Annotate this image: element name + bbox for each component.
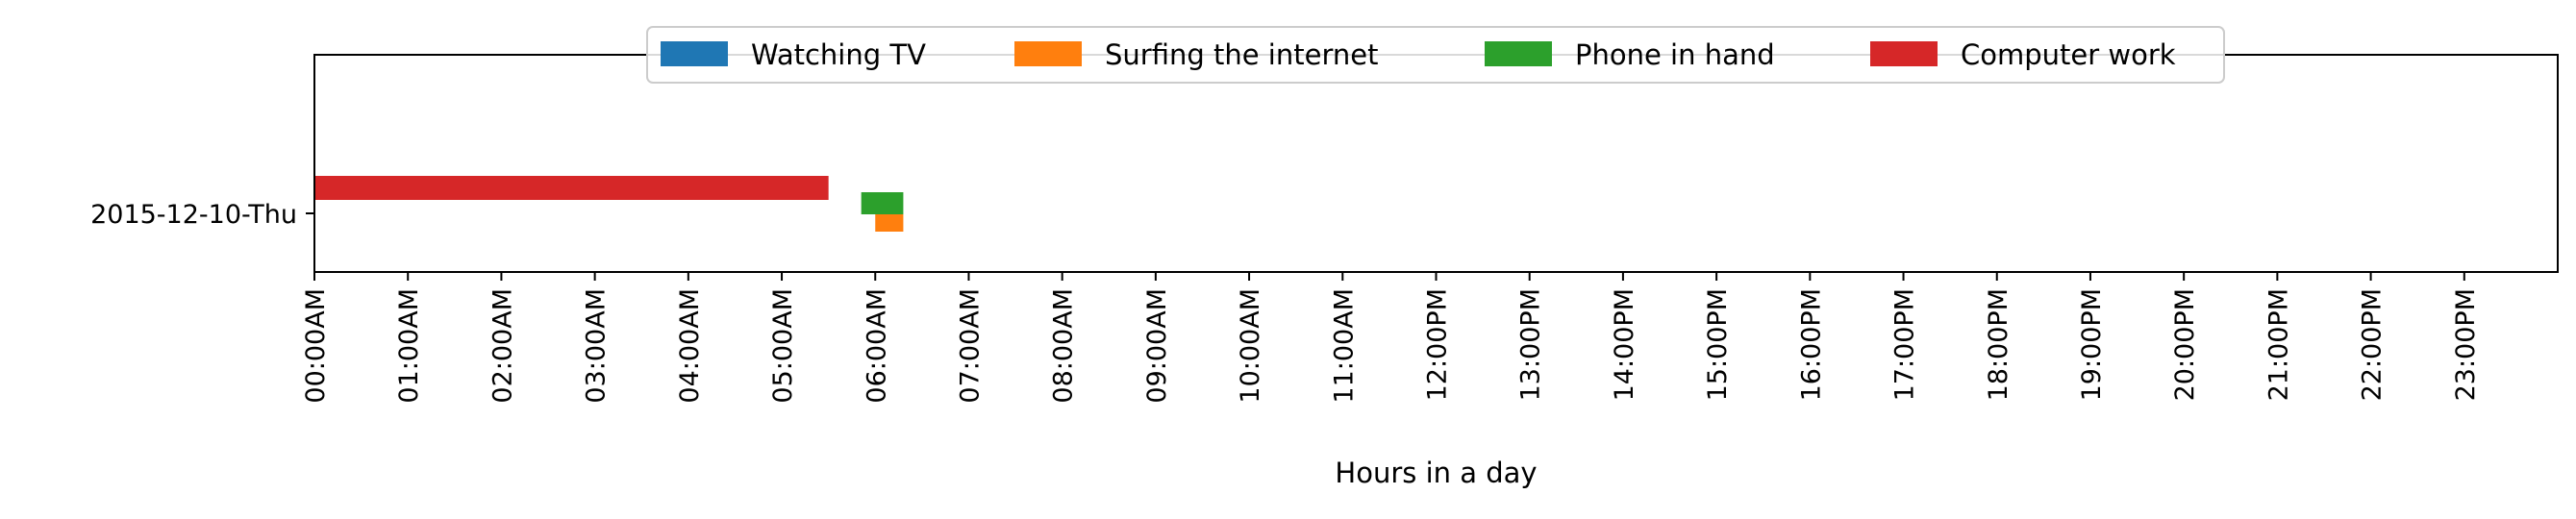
- x-tick-label: 04:00AM: [675, 288, 705, 404]
- legend-swatch: [1014, 41, 1082, 66]
- bar-surfing-the-internet: [875, 214, 904, 232]
- legend-swatch: [1485, 41, 1552, 66]
- plot-frame: [313, 54, 2559, 273]
- legend-swatch: [1870, 41, 1938, 66]
- y-axis: 2015-12-10-Thu: [90, 200, 314, 230]
- x-tick-label: 22:00PM: [2358, 288, 2388, 401]
- y-tick-label: 2015-12-10-Thu: [90, 200, 297, 230]
- x-tick-label: 15:00PM: [1703, 288, 1733, 401]
- x-tick-label: 20:00PM: [2170, 288, 2200, 401]
- legend-swatch: [661, 41, 728, 66]
- x-tick-label: 12:00PM: [1423, 288, 1453, 401]
- bar-computer-work: [314, 176, 829, 200]
- x-tick-label: 23:00PM: [2451, 288, 2481, 401]
- x-tick-label: 02:00AM: [488, 288, 517, 404]
- legend: Watching TV Surfing the internet Phone in …: [646, 26, 2225, 84]
- x-tick-label: 13:00PM: [1516, 288, 1546, 401]
- x-tick-label: 03:00AM: [582, 288, 612, 404]
- x-tick-label: 17:00PM: [1890, 288, 1920, 401]
- x-tick-label: 14:00PM: [1610, 288, 1639, 401]
- x-tick-label: 11:00AM: [1329, 288, 1359, 404]
- x-tick-label: 01:00AM: [394, 288, 424, 404]
- x-tick-label: 06:00AM: [862, 288, 891, 404]
- legend-label: Surfing the internet: [1105, 38, 1378, 71]
- legend-box: [646, 26, 2225, 84]
- legend-label: Phone in hand: [1575, 38, 1775, 71]
- x-tick-label: 09:00AM: [1142, 288, 1172, 404]
- x-tick-label: 08:00AM: [1049, 288, 1079, 404]
- bar-phone-in-hand: [861, 192, 904, 214]
- x-tick-label: 10:00AM: [1236, 288, 1265, 404]
- x-tick-label: 16:00PM: [1796, 288, 1826, 401]
- x-axis-title: Hours in a day: [1335, 457, 1537, 489]
- x-tick-label: 05:00AM: [768, 288, 798, 404]
- x-tick-label: 07:00AM: [955, 288, 985, 404]
- x-tick-label: 19:00PM: [2077, 288, 2107, 401]
- x-tick-label: 00:00AM: [301, 288, 331, 404]
- legend-label: Computer work: [1961, 38, 2176, 71]
- bars-layer: [314, 176, 904, 232]
- x-axis: 00:00AM 01:00AM 02:00AM 03:00AM 04:00AM 05:00…: [301, 272, 2481, 404]
- x-tick-label: 21:00PM: [2263, 288, 2293, 401]
- x-tick-label: 18:00PM: [1984, 288, 2013, 401]
- legend-label: Watching TV: [751, 38, 926, 71]
